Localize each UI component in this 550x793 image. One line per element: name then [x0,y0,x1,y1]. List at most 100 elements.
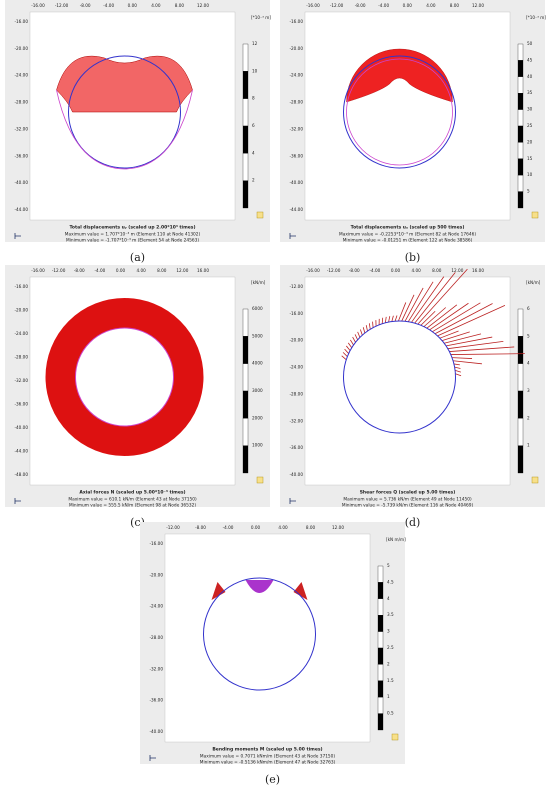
minimum-value: Minimum value = -0.5136 kNm/m (Element 4… [200,760,336,766]
y-tick-label: -28.00 [15,100,29,105]
colorbar-label: 6 [527,306,530,311]
plot-area [29,11,236,221]
shear-spike [417,268,468,325]
y-tick-label: -28.00 [290,391,304,396]
panel-caption: (d) [405,516,421,529]
minimum-value: Minimum value = -0.01251 m (Element 122 … [343,238,473,244]
colorbar-label: 10 [252,68,258,73]
colorbar-segment [242,336,249,364]
shear-spike [407,281,434,322]
x-tick-label: -16.00 [306,268,320,273]
tunnel-lining [68,55,181,169]
colorbar-label: 20 [527,139,533,144]
colorbar-label: 25 [527,123,533,128]
panel-caption: (e) [265,773,280,786]
shear-spike [426,304,458,329]
colorbar-label: 2 [252,178,255,183]
x-tick-label: -4.00 [103,3,114,8]
shear-spike [350,339,354,346]
panel: -16.00 -12.00 -8.00 -4.00 0.00 4.00 8.00 12.00 1… [5,265,270,529]
shear-spike [411,276,445,323]
shear-spike [388,316,391,323]
colorbar-segment [517,191,524,209]
deformed-outline [56,89,193,170]
colorbar-label: 6 [252,123,255,128]
y-tick-label: -28.00 [150,635,164,640]
panel-caption: (a) [130,251,145,264]
colorbar-unit: [kN m/m] [386,537,406,542]
shear-spike [384,316,387,323]
colorbar-segment [517,93,524,110]
x-tick-label: -4.00 [94,268,105,273]
colorbar-label: 10 [527,172,533,177]
y-tick-label: -36.00 [290,445,304,450]
x-tick-label: -12.00 [55,3,69,8]
x-tick-label: -4.00 [378,3,389,8]
colorbar-segment [517,390,524,419]
y-tick-label: -32.00 [290,418,304,423]
x-tick-label: 8.00 [175,3,185,8]
x-tick-label: -12.00 [52,268,66,273]
y-tick-label: -32.00 [150,666,164,671]
shear-spike [414,272,456,324]
y-tick-label: -36.00 [15,153,29,158]
colorbar-segment [242,445,249,474]
shear-spike [445,336,493,347]
colorbar-label: 4 [252,150,255,155]
colorbar-label: 8 [252,96,255,101]
shear-spike [455,370,461,373]
x-tick-label: 4.00 [136,268,146,273]
shear-spike [372,321,374,328]
x-tick-label: 12.00 [451,268,463,273]
panel-caption: (b) [405,251,421,264]
shear-spike [381,317,384,324]
colorbar-label: 4.5 [387,579,394,584]
x-tick-label: 16.00 [472,268,484,273]
y-tick-label: -40.00 [150,729,164,734]
colorbar-segment [242,418,249,446]
x-tick-label: 0.00 [403,3,413,8]
colorbar-unit: [*10⁻³ m] [251,15,271,20]
y-tick-label: -36.00 [290,153,304,158]
y-tick-label: -24.00 [290,365,304,370]
shear-spike [344,348,349,354]
shear-spike [455,373,462,377]
shear-spike [354,334,359,340]
y-tick-label: -36.00 [150,698,164,703]
colorbar-segment [517,43,524,61]
colorbar-label: 1 [527,443,530,448]
shear-spike [453,360,482,365]
y-tick-label: -24.00 [150,604,164,609]
colorbar-label: 5000 [252,333,263,338]
panel: -12.00 -8.00 -4.00 0.00 4.00 8.00 12.00 -16.00 -… [140,522,406,786]
colorbar-segment [242,363,249,392]
x-tick-label: 4.00 [411,268,421,273]
colorbar-label: 1.5 [387,678,394,683]
export-icon [531,211,539,219]
x-tick-label: 16.00 [197,268,209,273]
maximum-value: Maximum value = 0.7071 kNm/m (Element 43… [200,754,335,760]
x-tick-label: 8.00 [432,268,442,273]
x-tick-label: -4.00 [223,525,234,530]
y-tick-label: -32.00 [15,378,29,383]
shear-spike [429,302,469,331]
colorbar-label: 1000 [252,443,263,448]
colorbar-segment [242,125,249,154]
colorbar-label: 3.5 [387,612,394,617]
shear-spike [346,345,351,351]
colorbar-label: 15 [527,156,533,161]
x-tick-label: 0.00 [391,268,401,273]
x-tick-label: -16.00 [306,3,320,8]
colorbar-segment [517,363,524,392]
colorbar-segment [242,180,249,209]
export-icon [531,476,539,484]
shear-spike [368,323,371,330]
y-tick-label: -16.00 [15,284,29,289]
colorbar-segment [242,390,249,419]
shear-spike [359,329,363,336]
axis-icon [14,498,21,504]
minimum-value: Minimum value = -5.739 kN/m (Element 116… [342,503,474,509]
y-tick-label: -32.00 [290,126,304,131]
shear-spike [423,307,447,327]
